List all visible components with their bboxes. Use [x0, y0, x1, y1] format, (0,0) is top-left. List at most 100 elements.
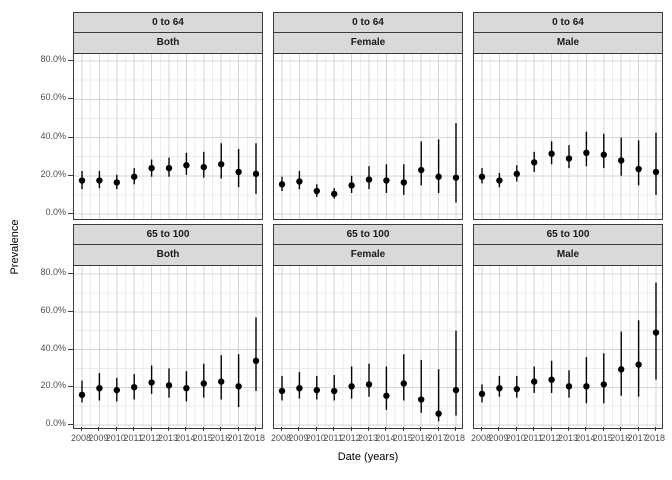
data-point	[618, 157, 625, 164]
x-tick-label: 2014	[575, 433, 596, 443]
x-tick-label: 2015	[192, 433, 213, 443]
pointrange	[313, 184, 320, 197]
x-tick-label: 2013	[157, 433, 179, 443]
panel-plot-area	[73, 53, 263, 220]
data-point	[278, 181, 286, 188]
x-tick-label: 2018	[644, 433, 666, 443]
data-point	[400, 380, 407, 387]
x-tick-label: 2016	[410, 433, 431, 443]
pointrange	[652, 132, 660, 195]
x-tick-mark	[255, 427, 256, 431]
x-tick-mark	[438, 427, 439, 431]
data-point	[183, 162, 190, 169]
data-point	[383, 392, 390, 399]
pointrange	[435, 369, 442, 422]
data-point	[600, 151, 607, 158]
facet-panel-65to100-male: 65 to 100 Male	[473, 224, 663, 429]
y-tick-label: 60.0%	[40, 92, 66, 103]
pointrange	[600, 353, 607, 404]
y-tick-mark	[68, 349, 73, 350]
data-point	[148, 164, 155, 172]
pointrange	[496, 375, 503, 397]
y-tick-mark	[68, 98, 73, 99]
x-tick-mark	[498, 427, 499, 431]
data-point	[235, 168, 242, 176]
facet-strip-age: 65 to 100	[73, 224, 263, 245]
facet-strip-sex: Male	[473, 244, 663, 266]
x-tick-label: 2015	[392, 433, 413, 443]
panel-plot-area	[273, 53, 463, 220]
facet-strip-age: 0 to 64	[73, 12, 263, 33]
pointrange	[565, 145, 573, 169]
data-point	[418, 166, 425, 174]
data-point	[200, 380, 207, 387]
pointrange	[548, 360, 555, 393]
data-point	[452, 174, 460, 181]
facet-strip-age: 65 to 100	[273, 224, 463, 245]
pointrange	[452, 330, 460, 416]
facet-strip-sex: Female	[273, 32, 463, 54]
x-tick-label: 2017	[627, 433, 648, 443]
pointrange	[400, 164, 407, 195]
x-tick-mark	[655, 427, 656, 431]
data-point	[652, 168, 660, 176]
pointrange	[548, 141, 555, 165]
x-tick-mark	[603, 427, 604, 431]
facet-strip-sex: Male	[473, 32, 663, 54]
pointrange	[348, 366, 355, 399]
facet-strip-sex: Female	[273, 244, 463, 266]
x-tick-mark	[516, 427, 517, 431]
data-point	[383, 177, 390, 184]
pointrange	[218, 143, 225, 179]
x-tick-label: 2012	[340, 433, 361, 443]
x-tick-mark	[638, 427, 639, 431]
facet-panel-0to64-male: 0 to 64 Male	[473, 12, 663, 220]
data-point	[313, 187, 320, 195]
panel-plot-area	[473, 53, 663, 220]
x-tick-mark	[220, 427, 221, 431]
facet-panel-65to100-female: 65 to 100 Female	[273, 224, 463, 429]
x-tick-mark	[351, 427, 352, 431]
data-point	[200, 163, 207, 171]
data-point	[331, 190, 338, 198]
facet-panel-0to64-both: 0 to 64 Both	[73, 12, 263, 220]
pointrange	[313, 375, 320, 400]
y-tick-mark	[68, 424, 73, 425]
pointrange	[418, 359, 425, 413]
data-point	[452, 386, 460, 394]
data-point	[635, 165, 642, 173]
data-point	[548, 150, 555, 157]
pointrange	[96, 170, 103, 189]
data-point	[365, 176, 373, 183]
pointrange	[252, 317, 260, 392]
pointrange	[452, 123, 460, 203]
x-tick-mark	[481, 427, 482, 431]
x-tick-label: 2012	[140, 433, 161, 443]
pointrange	[96, 373, 103, 401]
x-tick-mark	[403, 427, 404, 431]
pointrange	[478, 168, 486, 184]
data-point	[113, 179, 120, 186]
data-point	[478, 390, 486, 398]
x-tick-mark	[368, 427, 369, 431]
x-tick-label: 2017	[227, 433, 248, 443]
data-point	[218, 378, 225, 385]
y-tick-mark	[68, 386, 73, 387]
x-tick-label: 2008	[470, 433, 492, 443]
pointrange	[513, 375, 520, 398]
data-point	[531, 378, 538, 385]
pointrange	[331, 188, 338, 199]
panel-plot-area	[273, 265, 463, 429]
facet-panel-65to100-both: 65 to 100 Both	[73, 224, 263, 429]
pointrange	[78, 380, 86, 403]
x-tick-label: 2008	[270, 433, 292, 443]
pointrange	[618, 331, 625, 396]
x-tick-label: 2008	[70, 433, 92, 443]
facet-strip-age: 65 to 100	[473, 224, 663, 245]
x-tick-label: 2015	[592, 433, 613, 443]
pointrange	[165, 157, 173, 177]
facet-strip-sex: Both	[73, 244, 263, 266]
y-tick-mark	[68, 311, 73, 312]
x-tick-mark	[333, 427, 334, 431]
